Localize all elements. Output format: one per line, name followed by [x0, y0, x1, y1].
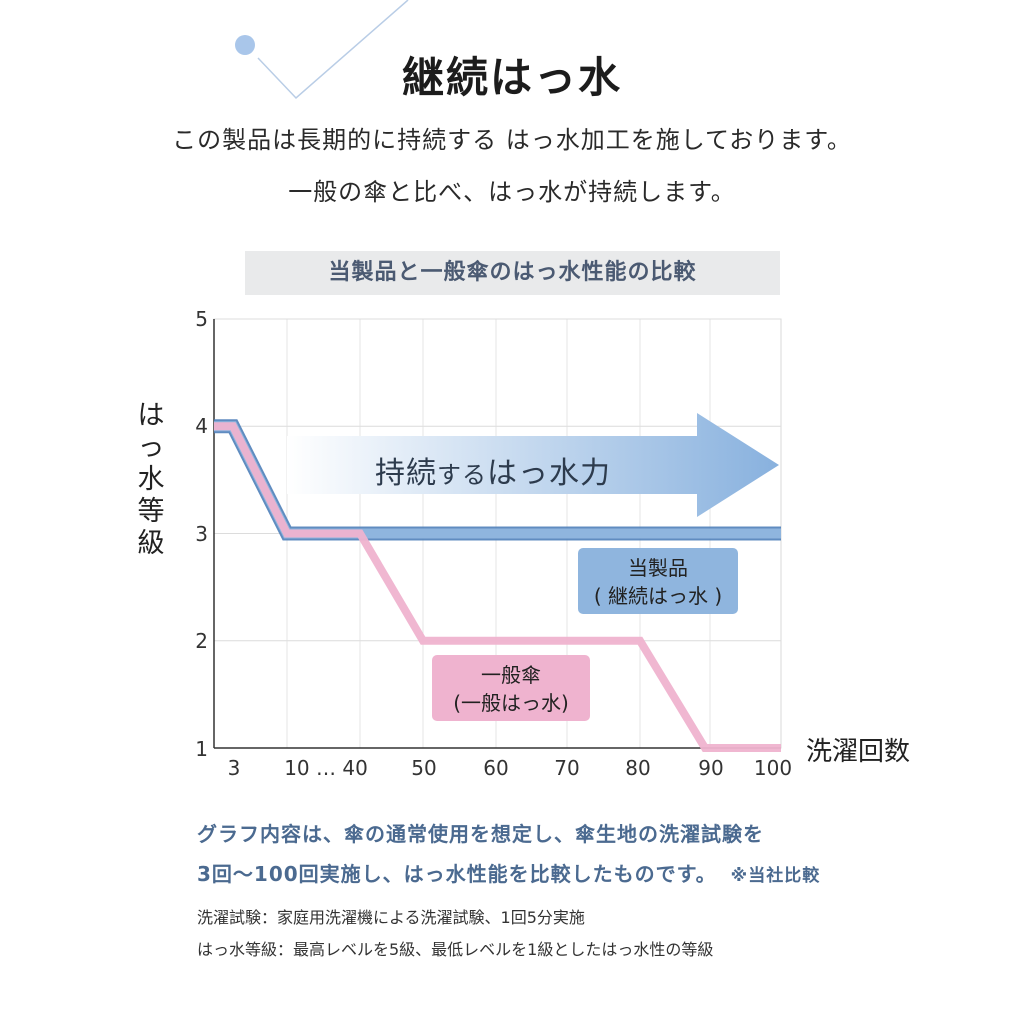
- x-tick-70: 70: [554, 756, 580, 780]
- x-tick-50: 50: [411, 756, 437, 780]
- legend-box-general: 一般傘 (一般はっ水): [432, 655, 590, 721]
- decorative-line-graphic: [235, 0, 409, 100]
- y-tick-1: 1: [195, 737, 208, 761]
- page-title: 継続はっ水: [401, 53, 622, 102]
- legend-product-line1: 当製品: [628, 556, 688, 580]
- note-line-2: 3回〜100回実施し、はっ水性能を比較したものです。 ※当社比較: [197, 858, 820, 887]
- y-tick-2: 2: [195, 629, 208, 653]
- legend-product-line2: ( 継続はっ水 ): [593, 584, 723, 608]
- legend-general-line1: 一般傘: [481, 663, 541, 687]
- legend-general-line2: (一般はっ水): [453, 691, 569, 715]
- chart-title: 当製品と一般傘のはっ水性能の比較: [245, 251, 780, 295]
- x-tick-80: 80: [625, 756, 651, 780]
- arrow-annotation-text: 持続するはっ水力: [375, 448, 611, 492]
- arrow-text-main2: はっ水力: [487, 456, 611, 491]
- arrow-text-small: する: [437, 461, 487, 489]
- trend-arrow: [287, 413, 779, 517]
- series-general-line: [214, 422, 781, 752]
- x-tick-3: 3: [227, 756, 241, 780]
- note-line-1: グラフ内容は、傘の通常使用を想定し、傘生地の洗濯試験を: [197, 822, 764, 846]
- lead-text-line-2: 一般の傘と比べ、はっ水が持続します。: [288, 178, 736, 206]
- fine-print-grade: はっ水等級：最高レベルを5級、最低レベルを1級としたはっ水性の等級: [197, 940, 714, 959]
- y-tick-3: 3: [195, 522, 208, 546]
- x-tick-100: 100: [753, 756, 793, 780]
- y-tick-5: 5: [195, 307, 208, 331]
- decorative-check-line: [257, 0, 409, 100]
- y-tick-4: 4: [195, 414, 208, 438]
- legend-box-product: 当製品 ( 継続はっ水 ): [578, 548, 738, 614]
- fine-print-wash-test: 洗濯試験：家庭用洗濯機による洗濯試験、1回5分実施: [197, 908, 585, 927]
- x-axis-label: 洗濯回数: [806, 737, 911, 767]
- y-axis-label: はっ水等級: [137, 400, 165, 559]
- note-line-2-text: 3回〜100回実施し、はっ水性能を比較したものです。: [197, 862, 717, 886]
- arrow-text-main1: 持続: [375, 456, 437, 491]
- x-tick-90: 90: [698, 756, 724, 780]
- decorative-dot: [235, 35, 255, 55]
- lead-text-line-1: この製品は長期的に持続する はっ水加工を施しております。: [172, 126, 852, 154]
- x-tick-10-40: 10 … 40: [284, 756, 368, 780]
- x-tick-60: 60: [483, 756, 509, 780]
- note-disclaimer: ※当社比較: [730, 866, 821, 886]
